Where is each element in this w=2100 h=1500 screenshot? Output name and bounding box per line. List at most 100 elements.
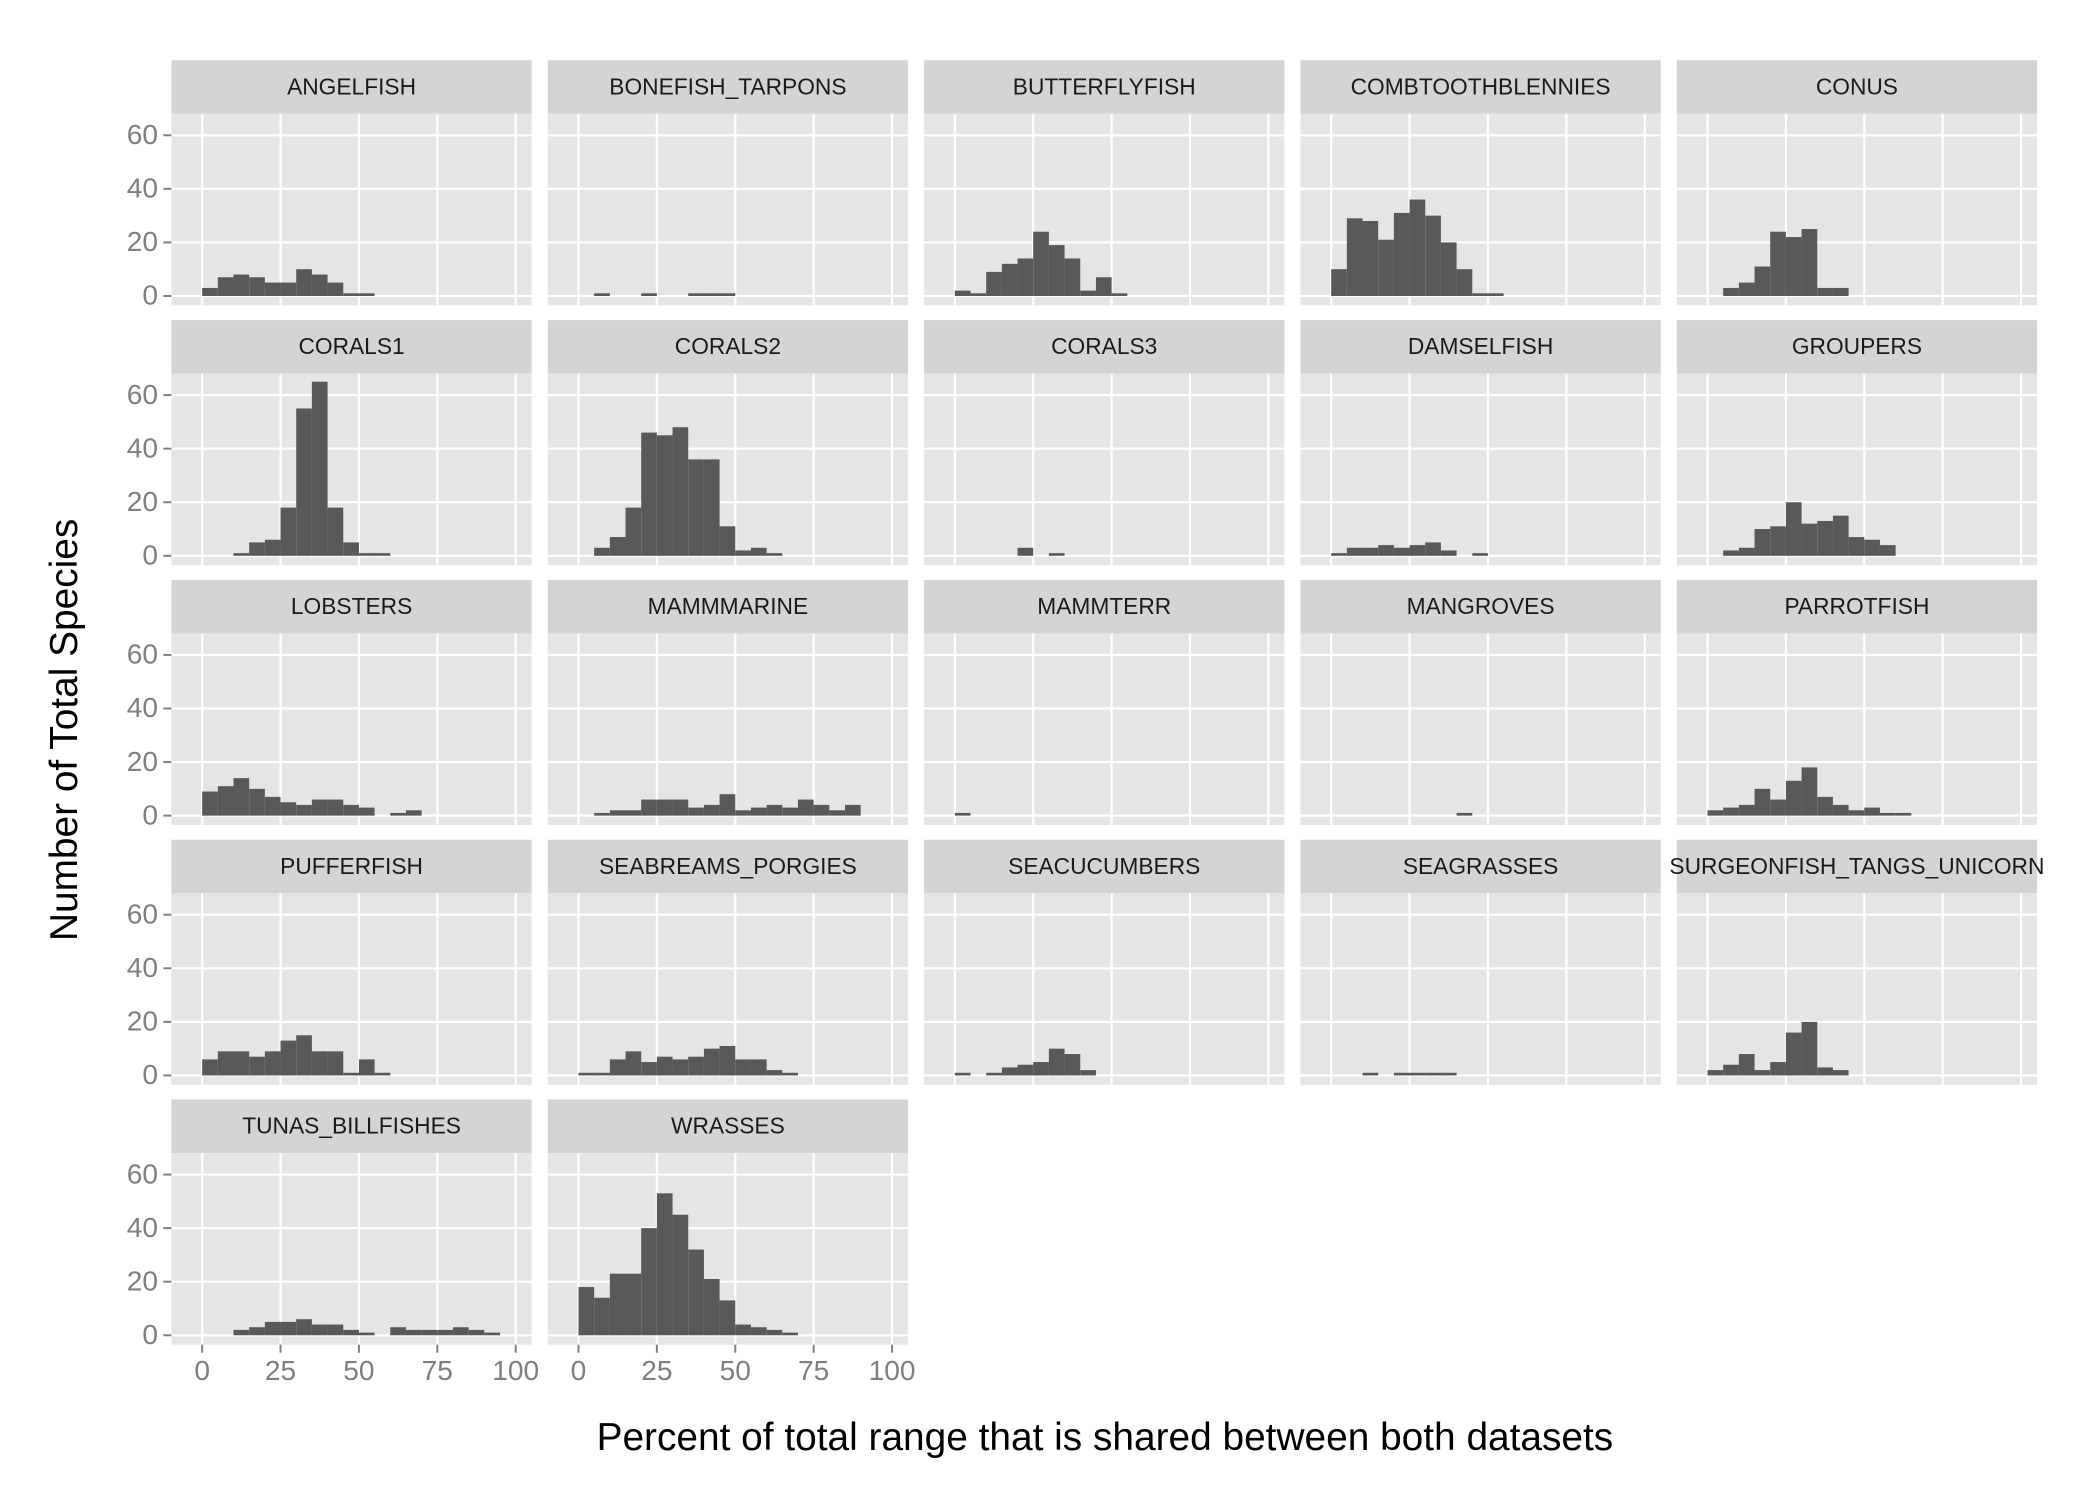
histogram-bar [845, 804, 861, 816]
histogram-bar [421, 1329, 438, 1336]
histogram-bar [1393, 212, 1410, 296]
histogram-bar [1111, 293, 1128, 296]
histogram-bar [311, 1324, 328, 1336]
histogram-bar [750, 1059, 767, 1076]
histogram-bar [1832, 1070, 1849, 1076]
histogram-bar [358, 1332, 375, 1336]
histogram-bar [1033, 1062, 1049, 1076]
histogram-bar [1801, 523, 1818, 556]
histogram-bar [452, 1327, 469, 1336]
y-tick-label: 20 [127, 1265, 158, 1296]
histogram-bar [1832, 515, 1849, 556]
x-tick-label: 25 [641, 1355, 672, 1386]
histogram-bar [1817, 287, 1833, 296]
histogram-bar [1848, 810, 1865, 816]
panel [1300, 633, 1661, 825]
histogram-bar [656, 799, 673, 816]
histogram-bar [1080, 1070, 1096, 1076]
histogram-bar [280, 282, 297, 296]
strip [171, 320, 532, 374]
histogram-bar [688, 293, 704, 296]
histogram-bar [1331, 269, 1347, 296]
histogram-bar [750, 1327, 767, 1336]
histogram-bar [1723, 1064, 1739, 1076]
histogram-bar [703, 1279, 720, 1336]
histogram-bar [343, 293, 359, 296]
histogram-bar [1064, 1054, 1081, 1076]
histogram-bar [202, 287, 218, 296]
histogram-bar [1817, 796, 1833, 816]
histogram-bar [249, 1327, 265, 1336]
histogram-bar [594, 1072, 610, 1076]
histogram-bar [641, 293, 657, 296]
histogram-bar [280, 802, 297, 816]
y-axis-title: Number of Total Species [43, 519, 86, 941]
panel [924, 373, 1285, 566]
x-tick-label: 0 [194, 1355, 210, 1386]
y-tick-label: 60 [127, 379, 158, 410]
histogram-bar [672, 1214, 689, 1336]
histogram-bar [249, 277, 265, 296]
strip [1300, 60, 1661, 114]
strip [171, 1099, 532, 1154]
y-tick-label: 60 [127, 639, 158, 670]
histogram-bar [641, 1228, 657, 1336]
histogram-bar [264, 539, 281, 556]
panel [1676, 633, 2038, 825]
x-tick-label: 50 [720, 1355, 751, 1386]
histogram-bar [1770, 1062, 1786, 1076]
x-tick-label: 25 [265, 1355, 296, 1386]
histogram-bar [1001, 1067, 1018, 1076]
histogram-bar [233, 274, 250, 296]
histogram-bar [1817, 520, 1833, 556]
histogram-bar [688, 807, 704, 816]
histogram-bar [609, 1059, 626, 1076]
y-tick-label: 20 [127, 486, 158, 517]
histogram-bar [1378, 545, 1394, 556]
strip-label: SEABREAMS_PORGIES [599, 853, 857, 879]
histogram-bar [688, 459, 704, 556]
histogram-bar [1817, 1067, 1833, 1076]
y-tick-label: 0 [142, 1059, 158, 1090]
histogram-bar [1456, 812, 1473, 816]
strip-label: PARROTFISH [1784, 593, 1929, 619]
histogram-bar [625, 1273, 642, 1336]
histogram-bar [249, 788, 265, 816]
histogram-bar [311, 799, 328, 816]
histogram-bar [484, 1332, 501, 1336]
histogram-bar [280, 1040, 297, 1076]
histogram-bar [374, 553, 391, 556]
histogram-bar [625, 507, 642, 556]
histogram-bar [797, 799, 814, 816]
strip-label: CORALS2 [675, 333, 781, 359]
panel [1676, 113, 2038, 306]
histogram-bar [1487, 293, 1504, 296]
strip-label: PUFFERFISH [280, 853, 423, 879]
histogram-bar [719, 293, 736, 296]
histogram-bar [703, 1048, 720, 1076]
histogram-bar [311, 1051, 328, 1076]
histogram-bar [233, 778, 250, 816]
histogram-bar [719, 1300, 736, 1336]
x-tick-label: 0 [571, 1355, 587, 1386]
y-tick-label: 0 [142, 540, 158, 571]
histogram-bar [233, 1329, 250, 1336]
histogram-bar [641, 432, 657, 556]
histogram-bar [1033, 231, 1049, 296]
histogram-bar [264, 1321, 281, 1336]
histogram-bar [296, 1319, 312, 1336]
histogram-bar [609, 810, 626, 816]
histogram-bar [735, 1324, 751, 1336]
histogram-bar [954, 812, 971, 816]
histogram-bar [1001, 263, 1018, 296]
strip [547, 320, 909, 374]
x-tick-label: 100 [492, 1355, 539, 1386]
histogram-bar [233, 1051, 250, 1076]
strip [547, 579, 909, 634]
strip-label: BONEFISH_TARPONS [609, 73, 846, 99]
histogram-bar [343, 542, 359, 556]
panel [547, 113, 909, 306]
histogram-bar [1707, 1070, 1724, 1076]
histogram-bar [1770, 799, 1786, 816]
histogram-bar [656, 1056, 673, 1076]
